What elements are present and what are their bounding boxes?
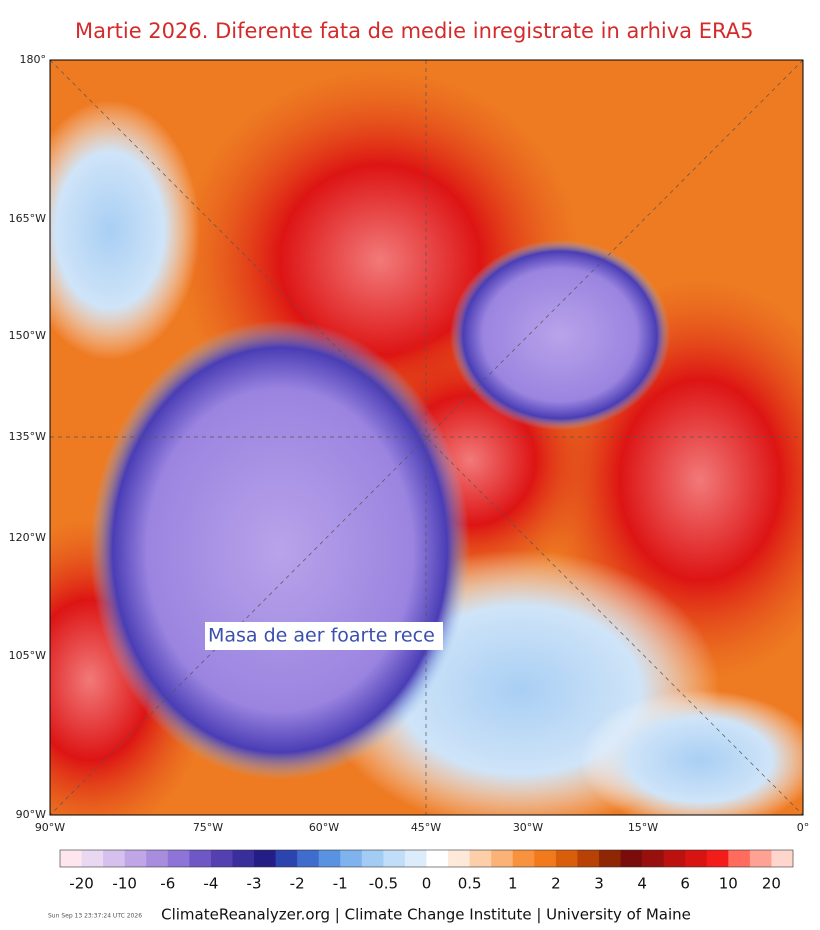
colorbar-swatch	[749, 850, 772, 867]
colorbar-label: 10	[719, 875, 738, 893]
colorbar-label: -6	[160, 875, 175, 893]
colorbar-swatch	[232, 850, 255, 867]
colorbar-swatch	[275, 850, 298, 867]
lon-label: 0°	[797, 821, 810, 834]
annotation-box	[205, 622, 443, 650]
colorbar-swatch	[81, 850, 104, 867]
lat-label: 90°W	[16, 808, 46, 821]
colorbar-label: 1	[508, 875, 518, 893]
colorbar-swatch	[426, 850, 449, 867]
colorbar-label: 2	[551, 875, 561, 893]
annotation: Masa de aer foarte rece	[208, 625, 435, 647]
colorbar-swatch	[448, 850, 471, 867]
colorbar-swatch	[620, 850, 643, 867]
colorbar-swatch	[404, 850, 427, 867]
colorbar-swatch	[555, 850, 578, 867]
lat-label: 120°W	[9, 531, 46, 544]
colorbar-label: 20	[762, 875, 781, 893]
colorbar-swatch	[60, 850, 83, 867]
colorbar-swatch	[189, 850, 212, 867]
colorbar-label: -20	[69, 875, 94, 893]
lat-label: 150°W	[9, 329, 46, 342]
colorbar-label: 0.5	[458, 875, 482, 893]
colorbar-swatch	[146, 850, 169, 867]
colorbar-swatch	[383, 850, 406, 867]
colorbar-swatch	[706, 850, 729, 867]
footer: ClimateReanalyzer.org | Climate Change I…	[161, 906, 691, 924]
colorbar-label: 0	[422, 875, 432, 893]
lon-label: 15°W	[628, 821, 658, 834]
colorbar-swatch	[534, 850, 557, 867]
colorbar-swatch	[297, 850, 320, 867]
colorbar-swatch	[728, 850, 751, 867]
timestamp: Sun Sep 13 23:37:24 UTC 2026	[48, 913, 142, 920]
colorbar-swatch	[512, 850, 535, 867]
colorbar-swatch	[361, 850, 384, 867]
colorbar-label: -0.5	[369, 875, 398, 893]
colorbar-swatch	[771, 850, 794, 867]
colorbar-swatch	[598, 850, 622, 867]
colorbar-swatch	[685, 850, 708, 867]
lon-label: 60°W	[309, 821, 339, 834]
colorbar-swatch	[663, 850, 686, 867]
map	[50, 60, 803, 815]
colorbar-swatch	[124, 850, 147, 867]
lat-label: 165°W	[9, 212, 46, 225]
title: Martie 2026. Diferente fata de medie inr…	[75, 19, 753, 43]
colorbar-swatch	[318, 850, 341, 867]
colorbar-label: -4	[203, 875, 218, 893]
colorbar-swatch	[210, 850, 233, 867]
colorbar-swatch	[254, 850, 277, 867]
colorbar-frame	[59, 849, 794, 868]
colorbar-swatch	[491, 850, 514, 867]
lon-label: 75°W	[193, 821, 223, 834]
colorbar-label: -3	[247, 875, 262, 893]
lon-label: 45°W	[411, 821, 441, 834]
lon-label: 30°W	[513, 821, 543, 834]
lon-label: 90°W	[35, 821, 65, 834]
colorbar-label: -2	[290, 875, 305, 893]
map-frame	[49, 59, 804, 816]
lat-label: 105°W	[9, 649, 46, 662]
colorbar-label: 6	[680, 875, 690, 893]
colorbar-label: 4	[637, 875, 647, 893]
colorbar-swatch	[642, 850, 665, 867]
colorbar-label: 3	[594, 875, 604, 893]
colorbar-swatch	[167, 850, 190, 867]
colorbar-swatch	[577, 850, 600, 867]
lat-label: 135°W	[9, 430, 46, 443]
lat-label: 180°	[20, 53, 47, 66]
colorbar-label: -1	[333, 875, 348, 893]
colorbar-swatch	[469, 850, 492, 867]
colorbar-swatch	[340, 850, 363, 867]
colorbar-label: -10	[112, 875, 137, 893]
colorbar-swatch	[103, 850, 126, 867]
